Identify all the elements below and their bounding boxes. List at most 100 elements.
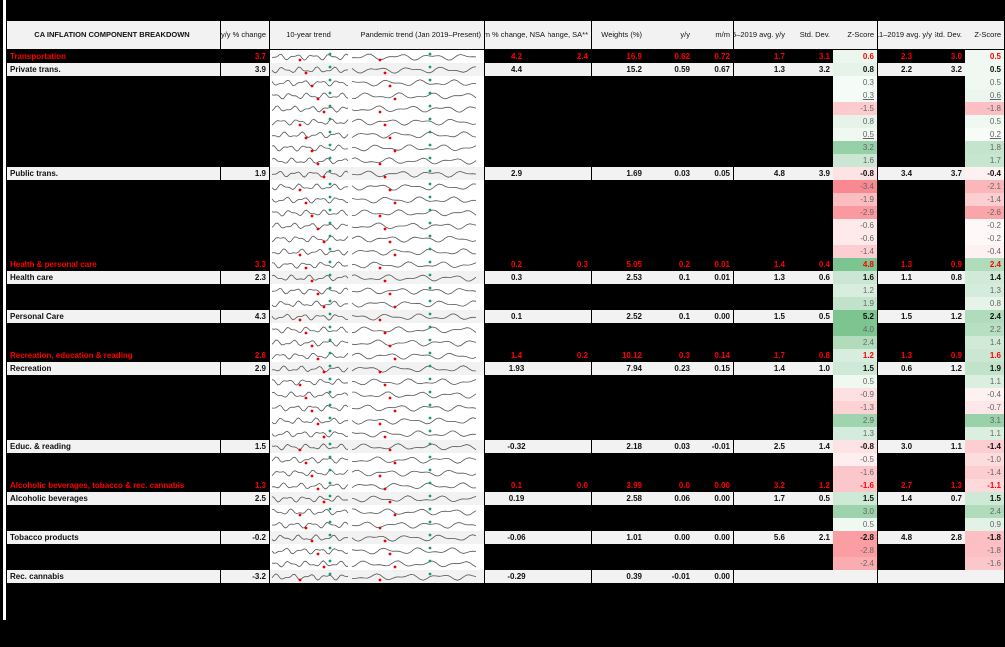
table-title: CA INFLATION COMPONENT BREAKDOWN — [7, 21, 220, 49]
left-border — [3, 0, 6, 620]
sparkline-trend — [270, 102, 484, 115]
cell-z1: -0.6 — [833, 232, 877, 245]
cell-yy: 2.9 — [221, 362, 269, 375]
sparkline-trend — [270, 362, 484, 375]
sparkline-icon — [272, 403, 477, 413]
cell-wmm: 0.67 — [693, 63, 733, 76]
detail-row: 0.5 0.2 — [7, 128, 1004, 141]
sparkline-trend — [270, 531, 484, 544]
cell-w: 0.39 — [592, 570, 645, 583]
cell-z1: 1.5 — [833, 362, 877, 375]
col-weight-mm: m/m — [693, 21, 733, 49]
empty-cell — [788, 570, 833, 583]
cell-sd1: 3.2 — [788, 63, 833, 76]
cell-z2: -2.6 — [965, 206, 1004, 219]
detail-row: 1.2 1.3 — [7, 284, 1004, 297]
cell-wmm: 0.15 — [693, 362, 733, 375]
cell-sd1: 1.4 — [788, 440, 833, 453]
detail-row: -0.9 -0.4 — [7, 388, 1004, 401]
cell-z1: 1.3 — [833, 427, 877, 440]
cell-z2: 1.1 — [965, 375, 1004, 388]
detail-row: -1.6 -1.4 — [7, 466, 1004, 479]
sparkline-trend — [270, 349, 484, 362]
cell-yy: 1.5 — [221, 440, 269, 453]
cell-w: 2.58 — [592, 492, 645, 505]
sparkline-icon — [271, 195, 477, 205]
detail-row: 0.3 0.5 — [7, 76, 1004, 89]
cell-avg2: 2.7 — [900, 481, 913, 490]
sparkline-trend — [270, 128, 484, 141]
col-avg-2011-2019: 2011–2019 avg. y/y — [878, 21, 935, 49]
cell-yy: 2.3 — [221, 271, 269, 284]
table-row: Recreation 2.9 1.93 7.94 0.23 0.15 1.4 1.0 1.5 0.… — [7, 362, 1004, 375]
sparkline-trend — [270, 193, 484, 206]
cell-z1: -0.8 — [833, 167, 877, 180]
sparkline-trend — [270, 63, 484, 76]
sparkline-trend — [270, 401, 484, 414]
cell-z2: -1.8 — [965, 102, 1004, 115]
cell-z1: -0.6 — [833, 219, 877, 232]
sparkline-icon — [271, 260, 477, 270]
cell-z1: -0.9 — [833, 388, 877, 401]
table-row: Public trans. 1.9 2.9 1.69 0.03 0.05 4.8 3.9 -0.… — [7, 167, 1004, 180]
cell-mm_sa — [548, 271, 591, 284]
row-label: Private trans. — [7, 63, 220, 76]
cell-sd1: 0.5 — [788, 310, 833, 323]
cell-sd2: 3.7 — [935, 167, 965, 180]
col-std-dev-2: Std. Dev. — [935, 21, 965, 49]
cell-mm_nsa: 0.3 — [485, 271, 548, 284]
sparkline-icon — [271, 247, 477, 257]
row-label: Alcoholic beverages, tobacco & rec. cann… — [10, 481, 185, 490]
cell-z1: 3.0 — [833, 505, 877, 518]
sparkline-trend — [270, 427, 484, 440]
col-yy-change: y/y % change — [221, 21, 269, 49]
detail-row: 2.4 1.4 — [7, 336, 1004, 349]
cell-z1: 1.2 — [833, 349, 877, 362]
cell-z2: -0.4 — [965, 245, 1004, 258]
row-label: Health & personal care — [10, 260, 97, 269]
sparkline-icon — [271, 533, 477, 543]
sparkline-icon — [271, 117, 477, 127]
cell-z1: -1.9 — [833, 193, 877, 206]
cell-z2: -0.2 — [965, 219, 1004, 232]
cell-w: 1.69 — [592, 167, 645, 180]
cell-mm_nsa: 0.2 — [510, 260, 523, 269]
cell-avg2: 2.2 — [878, 63, 935, 76]
sparkline-trend — [270, 115, 484, 128]
col-avg-2015-2019: 2015–2019 avg. y/y — [734, 21, 788, 49]
sparkline-icon — [271, 221, 477, 231]
cell-avg2: 2.3 — [900, 52, 913, 61]
cell-yy: 3.9 — [221, 63, 269, 76]
cell-w: 2.52 — [592, 310, 645, 323]
empty-cell — [833, 570, 877, 583]
sparkline-icon — [271, 234, 477, 244]
sparkline-trend — [270, 544, 484, 557]
cell-z1: 4.0 — [833, 323, 877, 336]
sparkline-icon — [271, 208, 477, 218]
detail-row: 1.3 1.1 — [7, 427, 1004, 440]
cell-yy: 1.3 — [254, 481, 266, 490]
cell-avg2: 1.5 — [878, 310, 935, 323]
sparkline-trend — [270, 154, 484, 167]
cell-z1: 5.2 — [833, 310, 877, 323]
cell-yy: 2.6 — [254, 351, 266, 360]
cell-avg1: 1.5 — [734, 310, 788, 323]
table-row: Tobacco products -0.2 -0.06 1.01 0.00 0.00 5.6… — [7, 531, 1004, 544]
detail-row: -2.9 -2.6 — [7, 206, 1004, 219]
cell-mm_nsa: 0.19 — [485, 492, 548, 505]
cell-w: 15.2 — [592, 63, 645, 76]
cell-z1: 0.8 — [833, 115, 877, 128]
cell-z2: 1.6 — [965, 349, 1004, 362]
cell-z2: -1.8 — [965, 544, 1004, 557]
row-label: Recreation, education & reading — [10, 351, 133, 360]
cell-sd2: 1.2 — [935, 310, 965, 323]
sparkline-trend — [270, 505, 484, 518]
cell-mm_sa — [548, 310, 591, 323]
category-row: Alcoholic beverages, tobacco & rec. cann… — [7, 479, 1004, 492]
cell-yy: 3.7 — [254, 52, 266, 61]
cell-wmm: 0.00 — [693, 492, 733, 505]
detail-row: 4.0 2.2 — [7, 323, 1004, 336]
cell-wmm: 0.72 — [714, 52, 730, 61]
table-row: Private trans. 3.9 4.4 15.2 0.59 0.67 1.3 3.2 0.… — [7, 63, 1004, 76]
detail-row: 3.0 2.4 — [7, 505, 1004, 518]
